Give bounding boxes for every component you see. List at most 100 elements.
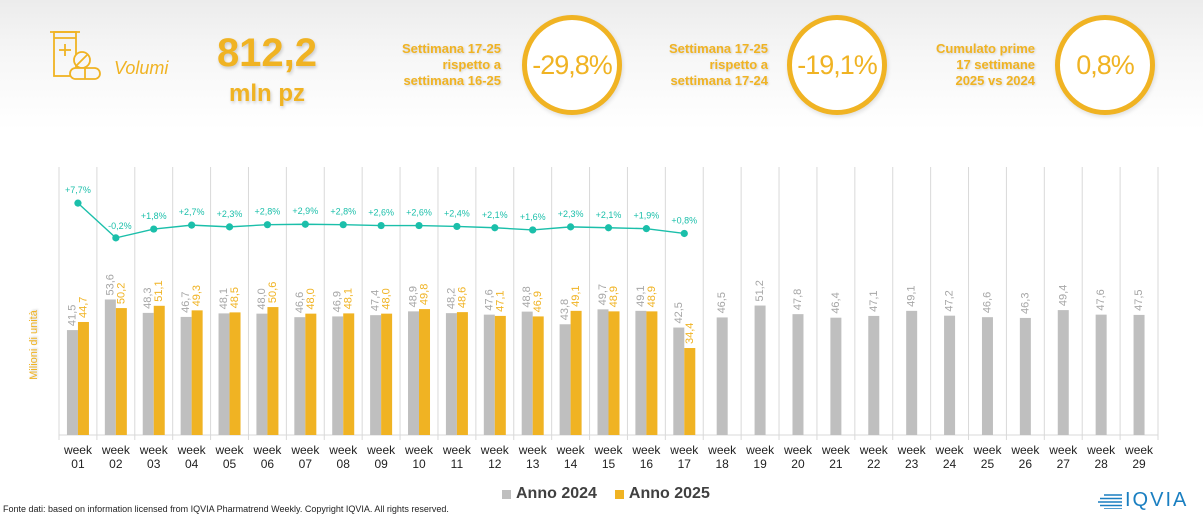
data-label-2025: 46,9 bbox=[532, 291, 544, 312]
bar-2025 bbox=[381, 313, 393, 435]
x-tick-label: 01 bbox=[71, 457, 85, 471]
growth-point bbox=[491, 224, 499, 232]
x-tick-label: week bbox=[556, 443, 586, 457]
legend-item-2025: Anno 2025 bbox=[614, 485, 710, 503]
growth-label: +2,6% bbox=[406, 208, 432, 218]
growth-point bbox=[339, 221, 347, 229]
bar-2024 bbox=[445, 313, 457, 435]
x-tick-label: week bbox=[480, 443, 510, 457]
data-label-2024: 41,5 bbox=[66, 305, 78, 326]
growth-point bbox=[150, 225, 158, 233]
x-tick-label: 24 bbox=[943, 457, 957, 471]
bar-2025 bbox=[305, 313, 317, 435]
bar-2025 bbox=[532, 316, 544, 435]
growth-label: +2,6% bbox=[368, 208, 394, 218]
growth-point bbox=[453, 222, 461, 231]
x-tick-label: 13 bbox=[526, 457, 540, 471]
x-tick-label: week bbox=[593, 443, 623, 457]
growth-point bbox=[680, 229, 688, 238]
growth-point bbox=[377, 221, 385, 230]
x-tick-label: week bbox=[1124, 443, 1154, 457]
x-tick-label: week bbox=[859, 443, 889, 457]
x-tick-label: week bbox=[1048, 443, 1078, 457]
x-tick-label: week bbox=[935, 443, 965, 457]
bar-2024 bbox=[906, 310, 918, 435]
data-label-2024: 49,4 bbox=[1057, 285, 1069, 306]
stat-label-line: settimana 16-25 bbox=[403, 73, 501, 88]
y-axis-label: Milioni di unità bbox=[28, 310, 40, 380]
stat-label-line: Settimana 17-25 bbox=[402, 41, 501, 56]
growth-label: +2,9% bbox=[292, 206, 318, 216]
data-label-2025: 49,1 bbox=[570, 285, 582, 306]
x-tick-label: week bbox=[1086, 443, 1116, 457]
stat-weekly-vs-last-year-value: -19,1% bbox=[787, 15, 887, 115]
growth-label: +0,8% bbox=[671, 215, 697, 225]
x-tick-label: week bbox=[404, 443, 434, 457]
bar-2024 bbox=[830, 317, 842, 435]
kpi-value: 812,2 bbox=[216, 31, 318, 75]
growth-point bbox=[415, 221, 423, 230]
growth-label: +1,6% bbox=[520, 212, 546, 222]
bar-2025 bbox=[646, 311, 658, 435]
stat-label-line: rispetto a bbox=[709, 57, 768, 72]
data-label-2024: 43,8 bbox=[559, 299, 571, 320]
growth-label: +2,1% bbox=[596, 210, 622, 220]
bar-2024 bbox=[1095, 314, 1107, 435]
growth-label: +2,7% bbox=[179, 207, 205, 217]
growth-label: +2,3% bbox=[217, 209, 243, 219]
bar-2025 bbox=[191, 310, 203, 435]
legend-label-2025: Anno 2025 bbox=[628, 485, 710, 502]
data-label-2025: 48,5 bbox=[229, 287, 241, 308]
chart-legend: Anno 2024 Anno 2025 bbox=[502, 485, 710, 503]
stat-label-line: 17 settimane bbox=[956, 57, 1035, 72]
kpi-label: Volumi bbox=[114, 58, 169, 78]
bar-2024 bbox=[1133, 314, 1145, 435]
kpi-unit: mln pz bbox=[229, 80, 305, 107]
data-label-2025: 49,8 bbox=[419, 284, 431, 305]
bar-2025 bbox=[608, 311, 620, 435]
data-label-2024: 47,4 bbox=[370, 290, 382, 311]
x-tick-label: 19 bbox=[753, 457, 767, 471]
growth-point bbox=[112, 234, 120, 242]
data-label-2024: 47,2 bbox=[944, 290, 956, 311]
x-tick-label: 29 bbox=[1132, 457, 1146, 471]
data-label-2025: 48,6 bbox=[456, 287, 468, 308]
source-note: Fonte dati: based on information license… bbox=[3, 504, 449, 514]
bar-2024 bbox=[408, 311, 420, 435]
data-label-2024: 46,4 bbox=[830, 292, 842, 313]
x-tick-label: 17 bbox=[678, 457, 692, 471]
bar-2024 bbox=[180, 316, 192, 435]
data-label-2024: 47,5 bbox=[1133, 289, 1145, 310]
growth-label: +2,8% bbox=[255, 207, 281, 217]
bar-2024 bbox=[521, 311, 533, 435]
stat-weekly-vs-prev-week-value: -29,8% bbox=[522, 15, 622, 115]
x-tick-label: 21 bbox=[829, 457, 843, 471]
bar-2024 bbox=[332, 316, 344, 435]
bar-2024 bbox=[66, 330, 78, 435]
stat-label-line: rispetto a bbox=[442, 57, 501, 72]
bar-2024 bbox=[256, 313, 268, 435]
x-tick-label: week bbox=[63, 443, 93, 457]
x-tick-label: week bbox=[139, 443, 169, 457]
data-label-2024: 48,0 bbox=[256, 288, 268, 309]
x-tick-label: week bbox=[669, 443, 699, 457]
data-label-2025: 51,1 bbox=[153, 280, 165, 301]
x-tick-label: 11 bbox=[451, 457, 464, 471]
x-tick-label: 23 bbox=[905, 457, 919, 471]
x-tick-label: 25 bbox=[981, 457, 995, 471]
bar-2025 bbox=[77, 321, 89, 435]
x-tick-label: 26 bbox=[1019, 457, 1033, 471]
iqvia-logo: IQVIA bbox=[1098, 489, 1188, 512]
growth-label: +2,3% bbox=[558, 209, 584, 219]
growth-point bbox=[567, 223, 575, 231]
stat-weekly-vs-last-year-label: Settimana 17-25 rispetto a settimana 17-… bbox=[643, 41, 768, 89]
growth-label: +2,8% bbox=[330, 207, 356, 217]
data-label-2024: 48,9 bbox=[408, 286, 420, 307]
growth-point bbox=[604, 224, 613, 232]
growth-label: +2,1% bbox=[482, 210, 508, 220]
data-label-2024: 46,6 bbox=[294, 292, 306, 313]
growth-point bbox=[225, 223, 234, 231]
bar-2024 bbox=[716, 317, 728, 435]
bar-2025 bbox=[267, 307, 279, 435]
